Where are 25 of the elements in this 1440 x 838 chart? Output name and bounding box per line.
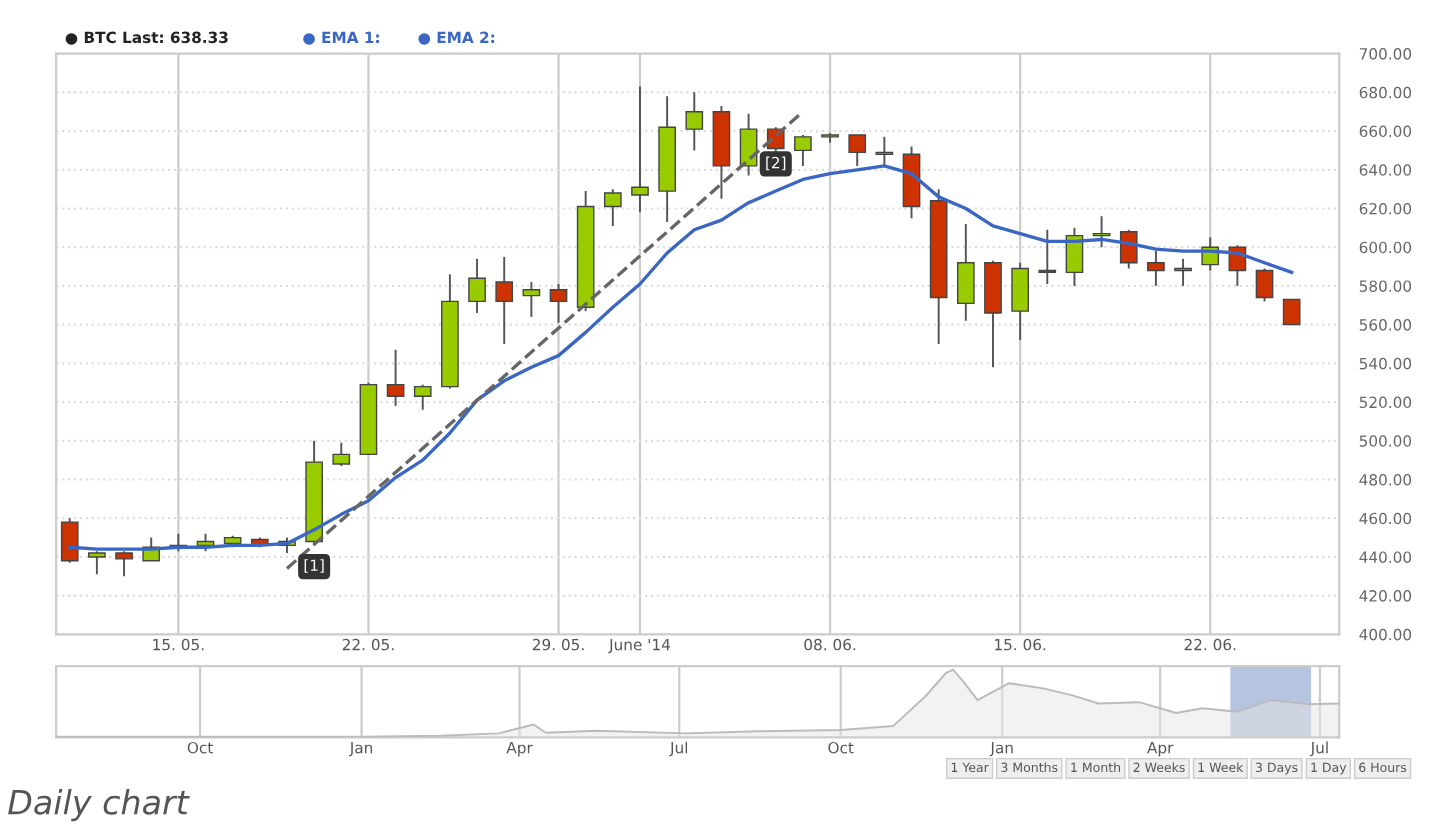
- candlestick: [115, 550, 133, 578]
- candlestick: [685, 91, 704, 152]
- candlestick: [1011, 261, 1029, 342]
- candlestick: [60, 517, 79, 564]
- candlestick: [1119, 228, 1138, 270]
- candlestick: [468, 257, 486, 314]
- candlestick: [1282, 298, 1301, 326]
- candlestick: [332, 441, 351, 467]
- candlestick: [603, 188, 622, 227]
- candlestick: [386, 348, 405, 407]
- candlestick: [413, 383, 432, 411]
- candlestick: [1147, 250, 1165, 287]
- candlestick: [956, 223, 975, 322]
- candlestick: [848, 133, 867, 167]
- candlestick: [631, 85, 649, 214]
- candlestick: [1255, 267, 1274, 303]
- candlestick: [495, 255, 514, 345]
- candlestick: [522, 281, 541, 318]
- candlestick: [549, 283, 568, 324]
- candlestick: [794, 133, 812, 167]
- candlestick: [1174, 257, 1192, 287]
- candlestick: [88, 550, 106, 576]
- candlestick: [1038, 228, 1057, 285]
- candlestick: [739, 112, 758, 177]
- text: Daily chart: [8, 788, 190, 822]
